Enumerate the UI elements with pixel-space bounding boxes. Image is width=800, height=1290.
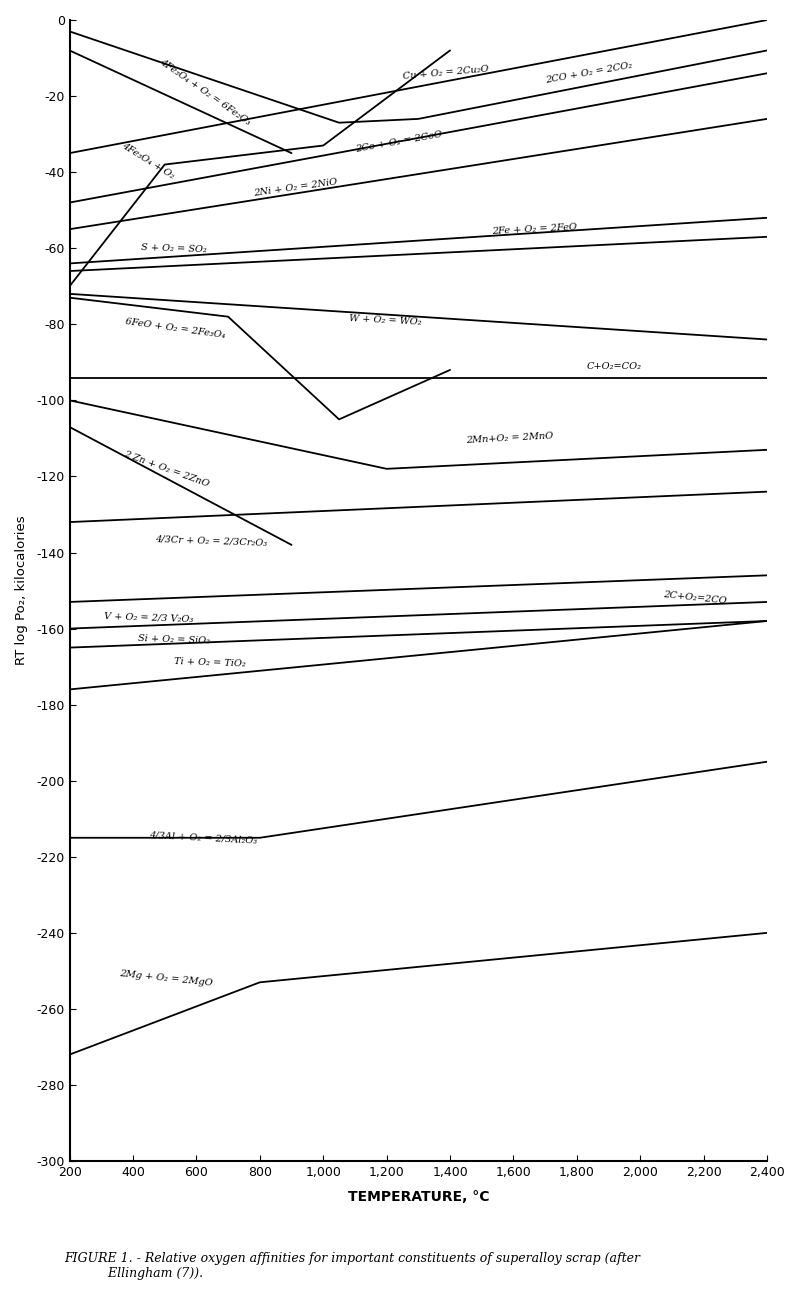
Text: 6FeO + O₂ = 2Fe₃O₄: 6FeO + O₂ = 2Fe₃O₄ bbox=[125, 316, 226, 339]
Text: FIGURE 1. - Relative oxygen affinities for important constituents of superalloy : FIGURE 1. - Relative oxygen affinities f… bbox=[64, 1251, 640, 1280]
Text: 2Ni + O₂ = 2NiO: 2Ni + O₂ = 2NiO bbox=[254, 177, 338, 197]
Y-axis label: RT log Po₂, kilocalories: RT log Po₂, kilocalories bbox=[15, 516, 28, 666]
Text: 2 Zn + O₂ = 2ZnO: 2 Zn + O₂ = 2ZnO bbox=[122, 449, 210, 489]
Text: 2Mg + O₂ = 2MgO: 2Mg + O₂ = 2MgO bbox=[118, 969, 213, 988]
Text: 2C+O₂=2CO: 2C+O₂=2CO bbox=[662, 591, 726, 606]
Text: Cu + O₂ = 2Cu₂O: Cu + O₂ = 2Cu₂O bbox=[402, 64, 489, 81]
Text: 2CO + O₂ = 2CO₂: 2CO + O₂ = 2CO₂ bbox=[545, 61, 634, 85]
Text: S + O₂ = SO₂: S + O₂ = SO₂ bbox=[141, 243, 207, 254]
Text: 2Fe + O₂ = 2FeO: 2Fe + O₂ = 2FeO bbox=[491, 222, 577, 236]
Text: 2Mn+O₂ = 2MnO: 2Mn+O₂ = 2MnO bbox=[466, 432, 554, 445]
Text: W + O₂ = WO₂: W + O₂ = WO₂ bbox=[349, 313, 422, 326]
Text: 4/3Al + O₂ = 2/3Al₂O₃: 4/3Al + O₂ = 2/3Al₂O₃ bbox=[149, 831, 258, 845]
Text: 4/3Cr + O₂ = 2/3Cr₂O₃: 4/3Cr + O₂ = 2/3Cr₂O₃ bbox=[155, 534, 267, 547]
X-axis label: TEMPERATURE, °C: TEMPERATURE, °C bbox=[347, 1191, 489, 1204]
Text: V + O₂ = 2/3 V₂O₃: V + O₂ = 2/3 V₂O₃ bbox=[105, 611, 194, 623]
Text: 4Fe₃O₄ + O₂: 4Fe₃O₄ + O₂ bbox=[120, 141, 176, 181]
Text: 2Co + O₂ = 2CoO: 2Co + O₂ = 2CoO bbox=[355, 130, 443, 154]
Text: Ti + O₂ = TiO₂: Ti + O₂ = TiO₂ bbox=[174, 657, 246, 668]
Text: Si + O₂ = SiO₂: Si + O₂ = SiO₂ bbox=[138, 635, 210, 646]
Text: C+O₂=CO₂: C+O₂=CO₂ bbox=[586, 361, 642, 370]
Text: 4Fe₃O₄ + O₂ = 6Fe₂O₃: 4Fe₃O₄ + O₂ = 6Fe₂O₃ bbox=[158, 58, 253, 128]
